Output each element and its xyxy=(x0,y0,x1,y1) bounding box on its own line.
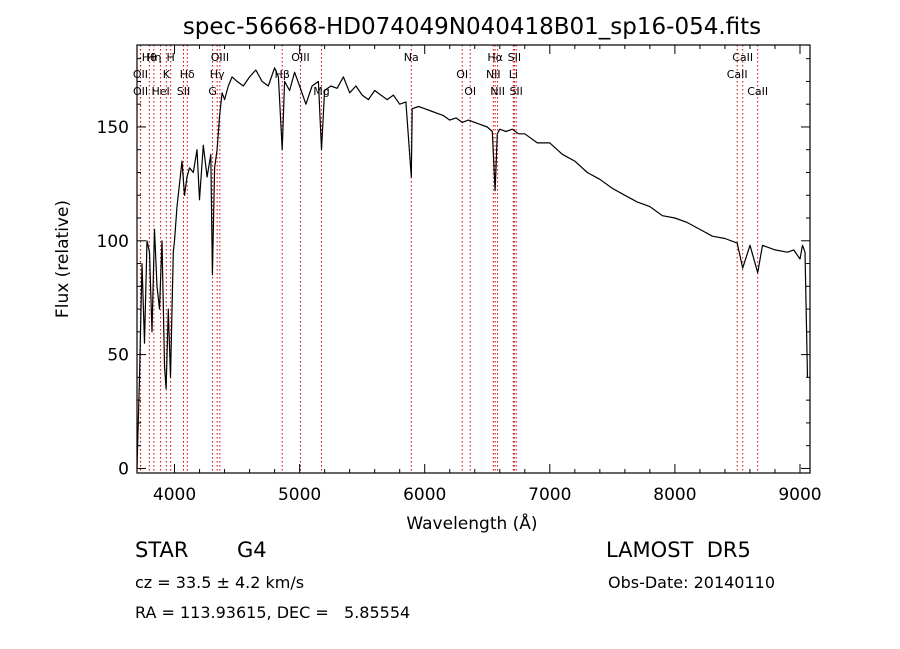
x-axis-ticks: 4000 5000 6000 7000 8000 9000 xyxy=(153,45,822,505)
marker-label: CaII xyxy=(727,68,748,81)
x-tick-label: 5000 xyxy=(278,485,321,505)
marker-label: Hθ xyxy=(142,51,157,64)
marker-label: SII xyxy=(177,85,190,98)
survey-name: LAMOST DR5 xyxy=(606,538,751,562)
x-tick-label: 4000 xyxy=(153,485,196,505)
x-tick-label: 9000 xyxy=(778,485,821,505)
object-subclass: G4 xyxy=(237,538,267,562)
marker-label: OIII xyxy=(211,51,229,64)
ra-dec-coordinates: RA = 113.93615, DEC = 5.85554 xyxy=(135,603,411,622)
object-class: STAR xyxy=(135,538,189,562)
y-tick-label: 50 xyxy=(107,346,129,366)
spectral-line-labels: HθOIIOIIHηKHeIHHδSIIOIIIHγGOIIIHβMgNaOIO… xyxy=(133,51,768,98)
marker-label: CaII xyxy=(747,85,768,98)
x-tick-label: 8000 xyxy=(653,485,696,505)
marker-label: Hγ xyxy=(210,68,225,81)
marker-label: G xyxy=(208,85,217,98)
x-tick-label: 6000 xyxy=(403,485,446,505)
plot-frame xyxy=(136,44,811,474)
marker-label: SII xyxy=(508,51,521,64)
spectrum-line xyxy=(136,67,809,469)
y-axis-label: Flux (relative) xyxy=(53,200,73,318)
marker-label: NII xyxy=(490,85,505,98)
marker-label: OI xyxy=(456,68,468,81)
chart-title: spec-56668-HD074049N040418B01_sp16-054.f… xyxy=(183,14,761,40)
marker-label: H xyxy=(167,51,175,64)
redshift-cz: cz = 33.5 ± 4.2 km/s xyxy=(135,573,305,592)
y-axis-ticks: 0 50 100 150 xyxy=(97,58,810,479)
observation-date: Obs-Date: 20140110 xyxy=(608,573,776,592)
marker-label: Mg xyxy=(313,85,329,98)
x-tick-label: 7000 xyxy=(528,485,571,505)
spectral-line-markers xyxy=(139,45,759,473)
x-axis-label: Wavelength (Å) xyxy=(406,512,537,534)
y-tick-label: 100 xyxy=(97,232,129,252)
marker-label: OII xyxy=(133,68,148,81)
marker-label: Hδ xyxy=(180,68,195,81)
marker-label: Na xyxy=(404,51,419,64)
y-tick-label: 0 xyxy=(118,459,129,479)
marker-label: Hα xyxy=(487,51,503,64)
marker-label: Hη xyxy=(146,51,161,64)
marker-label: OIII xyxy=(291,51,309,64)
marker-label: K xyxy=(163,68,171,81)
marker-label: SII xyxy=(509,85,522,98)
y-tick-label: 150 xyxy=(97,118,129,138)
marker-label: Li xyxy=(509,68,518,81)
marker-label: HeI xyxy=(151,85,169,98)
marker-label: NII xyxy=(486,68,501,81)
marker-label: CaII xyxy=(732,51,753,64)
marker-label: OII xyxy=(133,85,148,98)
marker-label: OI xyxy=(464,85,476,98)
